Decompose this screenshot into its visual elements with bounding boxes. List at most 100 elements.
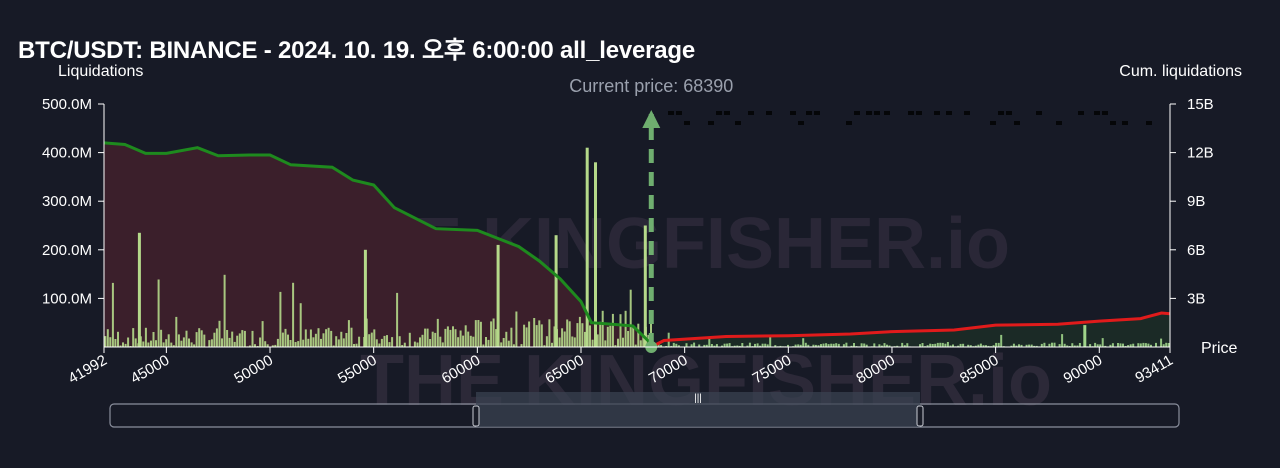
liquidation-bar bbox=[505, 331, 508, 347]
liquidation-bar bbox=[213, 332, 216, 347]
liquidation-bar bbox=[485, 337, 487, 347]
liquidation-bar bbox=[203, 334, 206, 347]
liquidation-bar bbox=[322, 333, 325, 347]
liquidation-bar bbox=[398, 336, 401, 347]
liquidation-bar bbox=[606, 326, 609, 347]
range-scrollbar[interactable]: ||| bbox=[109, 392, 1180, 428]
liquidation-bar bbox=[492, 318, 495, 347]
left-axis-ticks: 100.0M 200.0M 300.0M 400.0M 500.0M bbox=[42, 96, 104, 307]
liquidation-bar bbox=[221, 338, 223, 347]
liquidation-bar bbox=[327, 327, 330, 347]
liquidation-bar bbox=[769, 335, 772, 347]
top-dash bbox=[934, 111, 940, 115]
top-dash bbox=[874, 111, 880, 115]
top-dash bbox=[916, 111, 922, 115]
liquidation-bar bbox=[944, 343, 947, 347]
liquidation-bar bbox=[1122, 343, 1124, 347]
liquidation-bar bbox=[424, 328, 427, 347]
liquidation-bar bbox=[124, 343, 127, 347]
scrollbar-right-handle[interactable] bbox=[916, 405, 924, 427]
liquidation-bar bbox=[1127, 345, 1130, 347]
liquidation-bar bbox=[109, 337, 112, 347]
liquidation-bar bbox=[566, 319, 569, 347]
liquidation-bar bbox=[797, 344, 800, 347]
liquidation-bar bbox=[1160, 338, 1163, 347]
top-dash bbox=[990, 121, 996, 125]
liquidation-bar bbox=[705, 344, 708, 347]
liquidation-bar bbox=[804, 342, 807, 347]
liquidation-bar bbox=[302, 339, 305, 347]
liquidation-bar bbox=[431, 331, 434, 347]
liquidation-bar bbox=[134, 338, 137, 347]
liquidation-bar bbox=[741, 343, 744, 347]
liquidation-bar bbox=[799, 344, 802, 347]
liquidation-bar bbox=[523, 324, 526, 347]
liquidation-bar bbox=[304, 329, 307, 347]
liquidation-bar bbox=[581, 323, 584, 347]
liquidation-bar bbox=[380, 338, 383, 347]
top-dash bbox=[1110, 121, 1116, 125]
liquidation-bar bbox=[540, 324, 543, 347]
liquidation-bar bbox=[746, 345, 749, 347]
liquidation-bar-notable bbox=[554, 235, 558, 347]
liquidation-bar bbox=[535, 325, 538, 347]
liquidation-bar bbox=[254, 344, 256, 347]
liquidation-bar bbox=[987, 345, 990, 347]
liquidation-bar bbox=[198, 328, 201, 347]
x-tick-label: 41992 bbox=[65, 352, 110, 388]
top-dash bbox=[1014, 121, 1020, 125]
liquidation-bar bbox=[1150, 344, 1152, 347]
liquidation-bar bbox=[515, 311, 518, 347]
liquidation-bar bbox=[413, 341, 416, 347]
top-dash bbox=[806, 111, 812, 115]
liquidation-bar bbox=[888, 345, 891, 347]
scrollbar-window[interactable] bbox=[476, 392, 920, 427]
liquidation-bar bbox=[434, 332, 437, 347]
liquidation-bar bbox=[533, 318, 536, 347]
liquidation-bar bbox=[208, 340, 211, 347]
top-dash bbox=[1102, 111, 1108, 115]
liquidation-bar bbox=[314, 333, 317, 347]
liquidation-bar bbox=[563, 331, 566, 347]
liquidation-bar bbox=[1094, 342, 1097, 347]
liquidation-bar bbox=[510, 327, 513, 347]
liquidation-bar bbox=[482, 344, 485, 347]
liquidation-bar bbox=[464, 325, 467, 347]
liquidation-bar bbox=[723, 343, 726, 347]
liquidation-bar bbox=[248, 345, 251, 347]
liquidation-bar bbox=[660, 345, 663, 347]
liquidation-bar bbox=[226, 330, 229, 347]
liquidation-bar bbox=[312, 337, 315, 347]
liquidation-bar bbox=[307, 338, 310, 347]
liquidation-bar bbox=[639, 340, 642, 347]
liquidation-bar-notable bbox=[1083, 325, 1087, 347]
liquidation-bar bbox=[289, 340, 292, 347]
liquidation-bar bbox=[817, 345, 820, 347]
liquidation-bar bbox=[127, 337, 130, 347]
liquidation-bar bbox=[995, 342, 998, 347]
liquidation-bar bbox=[340, 331, 343, 347]
liquidation-bar bbox=[974, 345, 977, 347]
liquidation-bar bbox=[611, 313, 614, 347]
liquidation-bar bbox=[619, 314, 622, 347]
liquidation-bar bbox=[388, 342, 391, 347]
liquidation-bar bbox=[632, 326, 635, 347]
scrollbar-grip-icon[interactable]: ||| bbox=[694, 393, 702, 404]
liquidation-bar bbox=[853, 343, 855, 347]
liquidation-bar bbox=[228, 337, 231, 347]
liquidation-bar bbox=[576, 323, 579, 347]
liquidation-bar bbox=[297, 341, 300, 347]
liquidation-bar bbox=[715, 344, 718, 347]
liquidation-bar bbox=[1073, 345, 1076, 347]
scrollbar-left-handle[interactable] bbox=[472, 405, 480, 427]
x-tick-label: 93411 bbox=[1132, 352, 1176, 387]
liquidation-bar bbox=[939, 342, 942, 347]
short-cum-liquidations-line bbox=[103, 141, 653, 345]
liquidation-bar-notable bbox=[643, 225, 647, 347]
liquidation-bar bbox=[748, 342, 751, 347]
liquidation-bar bbox=[842, 344, 845, 347]
liquidation-bar bbox=[353, 344, 355, 347]
liquidation-bar bbox=[292, 282, 295, 347]
liquidation-bar bbox=[449, 329, 452, 347]
top-dash bbox=[1122, 121, 1128, 125]
